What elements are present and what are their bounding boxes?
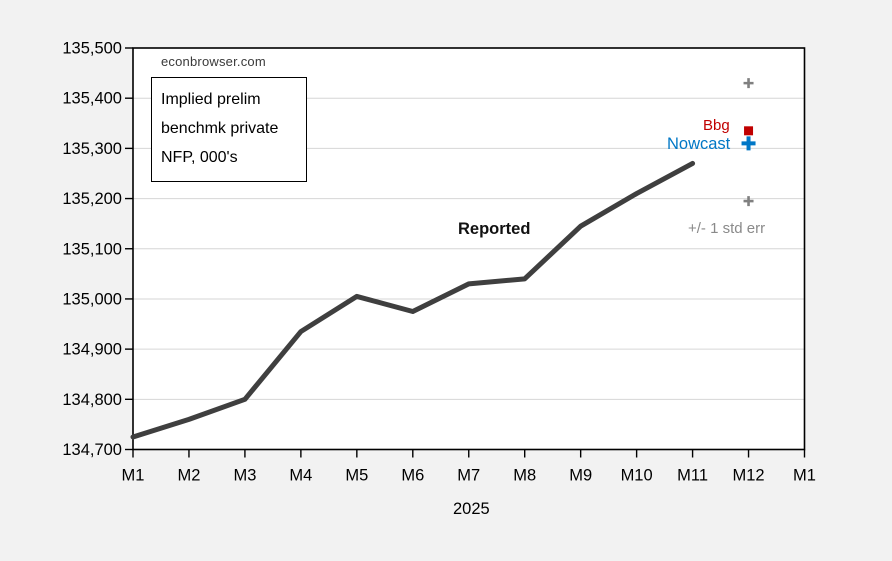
annotation-line-3: NFP, 000's (161, 149, 238, 166)
y-tick-label: 135,400 (62, 90, 122, 108)
watermark-econbrowser: econbrowser.com (161, 54, 266, 69)
bbg-point-label: Bbg (703, 117, 730, 134)
x-tick-label: M12 (732, 467, 764, 485)
annotation-line-1: Implied prelim (161, 91, 261, 108)
y-tick-label: 135,200 (62, 190, 122, 208)
x-tick-label: M2 (177, 467, 200, 485)
y-tick-label: 134,700 (62, 441, 122, 459)
x-tick-label: M11 (677, 467, 708, 485)
x-tick-label: M5 (345, 467, 368, 485)
nowcast-point-label: Nowcast (667, 135, 731, 153)
x-tick-label: M3 (233, 467, 256, 485)
std-err-plus-marker (743, 78, 754, 89)
chart-annotation-box: Implied prelim benchmk private NFP, 000'… (151, 77, 307, 182)
x-tick-label: M10 (621, 467, 653, 485)
x-tick-label: M4 (289, 467, 312, 485)
y-tick-label: 134,900 (62, 341, 122, 359)
y-tick-label: 134,800 (62, 391, 122, 409)
nowcast-plus-marker (741, 136, 756, 151)
x-tick-label: M1 (122, 467, 145, 485)
y-tick-label: 135,100 (62, 240, 122, 258)
x-tick-label: M8 (513, 467, 536, 485)
x-tick-label: M9 (569, 467, 592, 485)
std-err-plus-marker (743, 196, 754, 207)
bbg-square-marker (744, 126, 754, 136)
reported-series-label: Reported (458, 220, 531, 238)
y-tick-label: 135,000 (62, 290, 122, 308)
std-err-label: +/- 1 std err (688, 220, 766, 237)
y-tick-label: 135,300 (62, 140, 122, 158)
x-axis-year-label: 2025 (453, 500, 490, 518)
annotation-line-2: benchmk private (161, 120, 279, 137)
x-tick-label: M6 (401, 467, 424, 485)
x-tick-label: M1 (793, 467, 816, 485)
x-tick-label: M7 (457, 467, 480, 485)
y-tick-label: 135,500 (62, 40, 122, 58)
reported-series-line (130, 160, 696, 440)
